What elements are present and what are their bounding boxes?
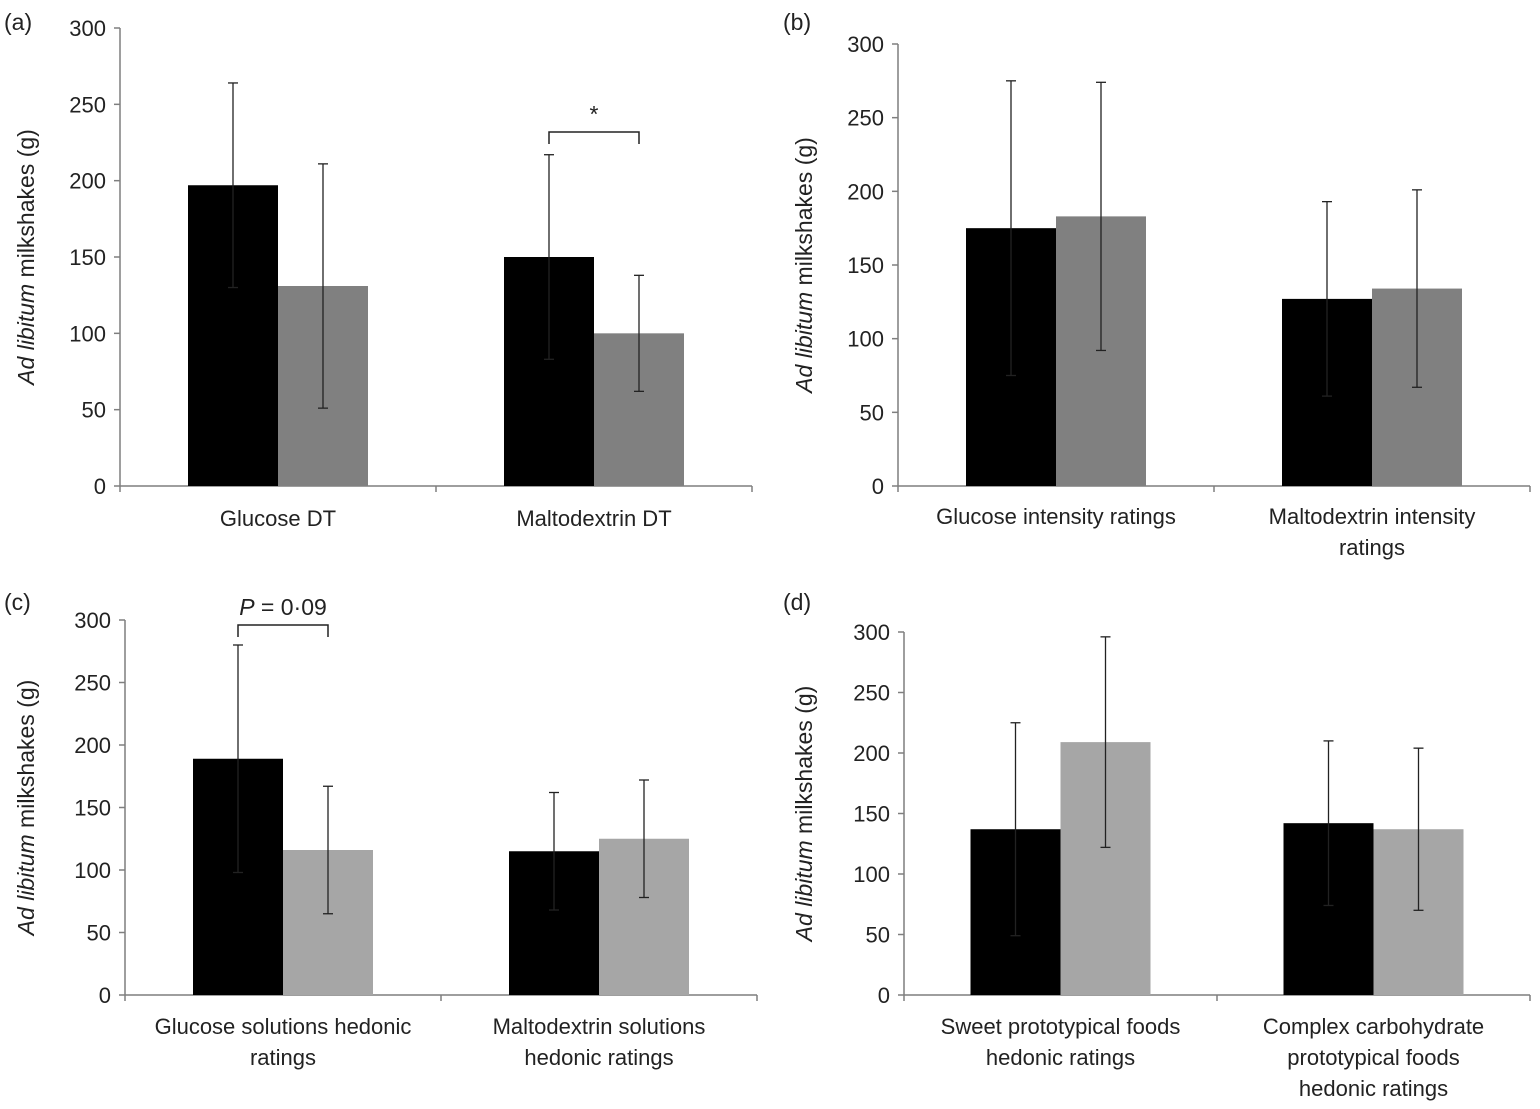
- x-category-label: Glucose solutions hedonic ratings: [155, 1014, 412, 1070]
- panel-c-label: (c): [4, 589, 31, 615]
- y-axis-label: Ad libitum milkshakes (g): [13, 680, 39, 938]
- y-axis-label-rest: milkshakes (g): [791, 137, 817, 292]
- significance-label-text: = 0·09: [255, 594, 327, 620]
- y-tick-label: 0: [94, 474, 106, 499]
- y-axis-label: Ad libitum milkshakes (g): [13, 129, 39, 387]
- y-axis-label-italic: Ad libitum: [791, 292, 817, 395]
- x-category-label-line: Glucose DT: [220, 506, 336, 531]
- y-axis-label-italic: Ad libitum: [13, 284, 39, 387]
- y-tick-label: 200: [69, 169, 106, 194]
- significance-label: P = 0·09: [239, 594, 327, 620]
- x-category-label: Glucose intensity ratings: [936, 504, 1176, 529]
- y-tick-label: 300: [69, 16, 106, 41]
- y-tick-label: 200: [74, 733, 111, 758]
- y-tick-label: 150: [853, 802, 890, 827]
- y-axis-label: Ad libitum milkshakes (g): [791, 686, 817, 944]
- y-axis-label: Ad libitum milkshakes (g): [791, 137, 817, 395]
- y-axis-label-rest: milkshakes (g): [13, 680, 39, 835]
- y-tick-label: 200: [853, 741, 890, 766]
- y-axis-label-italic: Ad libitum: [13, 834, 39, 937]
- x-category-label: Complex carbohydrate prototypical foods he…: [1263, 1014, 1484, 1101]
- y-tick-label: 0: [878, 983, 890, 1008]
- y-tick-label: 300: [74, 608, 111, 633]
- x-category-label-line: prototypical foods: [1287, 1045, 1459, 1070]
- y-tick-label: 50: [866, 923, 890, 948]
- x-category-label-line: Maltodextrin intensity: [1269, 504, 1476, 529]
- significance-bracket: [237, 624, 329, 637]
- panel-c: (c) 0 50 100 150 200 250 300 Ad libitum milksha…: [4, 589, 758, 1070]
- panel-a: (a) 0 50 100 150 200 250 300 Ad libitum milksha…: [4, 9, 753, 531]
- panel-d-label: (d): [783, 589, 811, 615]
- y-tick-label: 50: [860, 400, 884, 425]
- y-tick-label: 150: [74, 796, 111, 821]
- x-category-label-line: Sweet prototypical foods: [941, 1014, 1181, 1039]
- x-category-label: Maltodextrin intensity ratings: [1269, 504, 1476, 560]
- significance-label: *: [590, 101, 599, 127]
- y-tick-label: 100: [853, 862, 890, 887]
- y-tick-label: 300: [847, 32, 884, 57]
- y-axis-label-rest: milkshakes (g): [13, 129, 39, 284]
- x-category-label: Maltodextrin DT: [516, 506, 671, 531]
- y-axis-label-italic: Ad libitum: [791, 840, 817, 943]
- y-tick-label: 150: [69, 245, 106, 270]
- x-category-label: Maltodextrin solutions hedonic ratings: [493, 1014, 706, 1070]
- x-category-label-line: Maltodextrin DT: [516, 506, 671, 531]
- y-tick-label: 100: [69, 321, 106, 346]
- y-tick-label: 250: [847, 106, 884, 131]
- significance-label-italic: P: [239, 594, 255, 620]
- x-category-label-line: Maltodextrin solutions: [493, 1014, 706, 1039]
- y-tick-label: 0: [872, 474, 884, 499]
- x-category-label: Glucose DT: [220, 506, 336, 531]
- y-tick-label: 100: [74, 858, 111, 883]
- y-tick-label: 200: [847, 179, 884, 204]
- y-tick-label: 250: [74, 671, 111, 696]
- significance-label-text: *: [590, 101, 599, 127]
- y-tick-label: 50: [82, 398, 106, 423]
- panel-b: (b) 0 50 100 150 200 250 300 Ad libitum milksha…: [783, 9, 1531, 560]
- y-axis-label-rest: milkshakes (g): [791, 686, 817, 841]
- x-category-label-line: ratings: [250, 1045, 316, 1070]
- x-category-label: Sweet prototypical foods hedonic ratings: [941, 1014, 1181, 1070]
- panel-b-label: (b): [783, 9, 811, 35]
- significance-bracket: [548, 131, 640, 144]
- x-category-label-line: Glucose solutions hedonic: [155, 1014, 412, 1039]
- y-tick-label: 100: [847, 327, 884, 352]
- x-category-label-line: ratings: [1339, 535, 1405, 560]
- y-tick-label: 0: [99, 983, 111, 1008]
- y-tick-label: 150: [847, 253, 884, 278]
- x-category-label-line: hedonic ratings: [524, 1045, 673, 1070]
- y-tick-label: 250: [69, 92, 106, 117]
- x-category-label-line: hedonic ratings: [986, 1045, 1135, 1070]
- panel-a-label: (a): [4, 9, 32, 35]
- x-category-label-line: hedonic ratings: [1299, 1076, 1448, 1101]
- x-category-label-line: Glucose intensity ratings: [936, 504, 1176, 529]
- y-tick-label: 300: [853, 620, 890, 645]
- x-category-label-line: Complex carbohydrate: [1263, 1014, 1484, 1039]
- y-tick-label: 50: [87, 921, 111, 946]
- y-tick-label: 250: [853, 681, 890, 706]
- panel-d: (d) 0 50 100 150 200 250 300 Ad libitum milksha…: [783, 589, 1531, 1101]
